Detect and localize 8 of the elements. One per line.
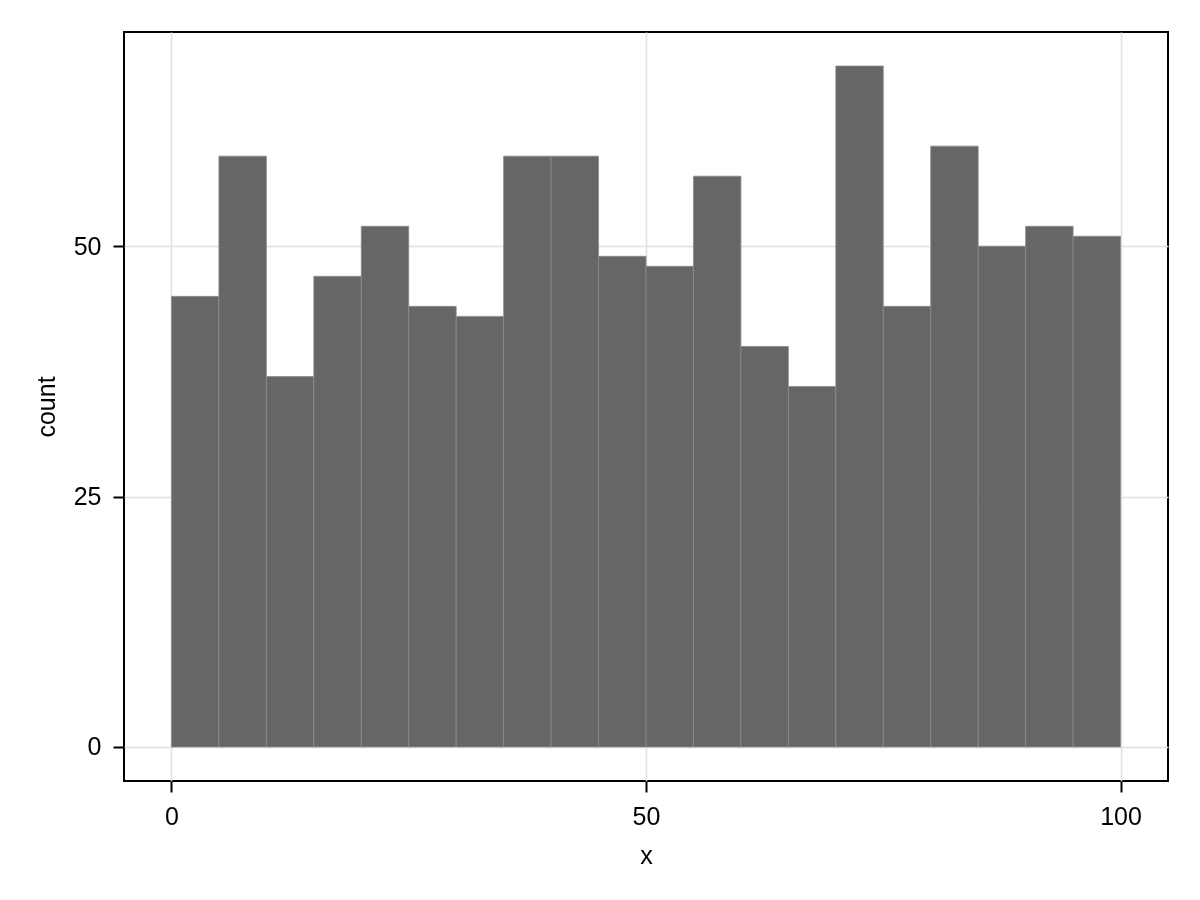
x-tick-label: 50 xyxy=(632,801,661,830)
y-axis-title: count xyxy=(31,376,60,438)
y-tick-label: 0 xyxy=(87,732,102,761)
x-tick-label: 0 xyxy=(165,801,179,830)
y-tick-label: 50 xyxy=(73,231,102,260)
y-tick-label: 25 xyxy=(73,482,102,511)
x-tick-label: 100 xyxy=(1100,801,1142,830)
x-axis-title: x xyxy=(640,840,654,869)
